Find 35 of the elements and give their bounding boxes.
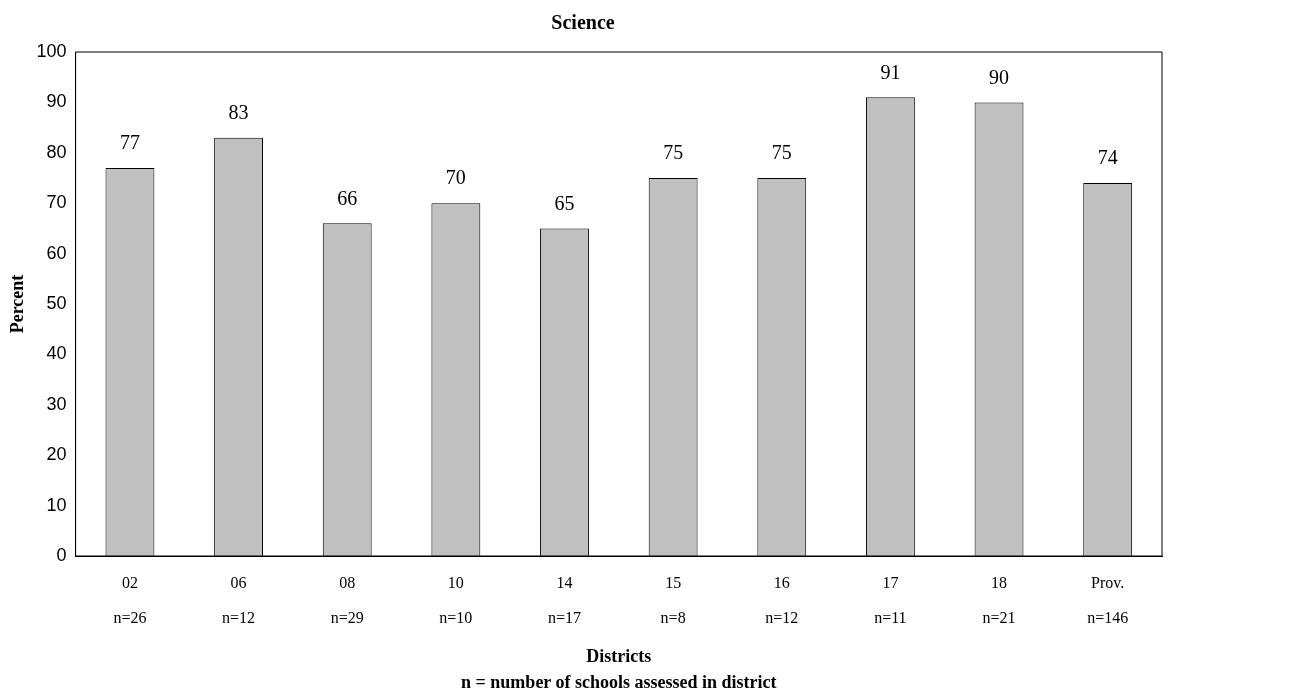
data-label: 83 — [228, 100, 249, 123]
x-tick-label: Prov. n=146 — [1087, 573, 1129, 626]
data-label: 91 — [880, 60, 901, 83]
y-tick-label: 50 — [46, 292, 67, 313]
data-label: 74 — [1097, 146, 1118, 169]
chart-title: Science — [551, 11, 615, 34]
x-tick-label: 15 n=8 — [660, 573, 686, 626]
data-label: 75 — [771, 141, 792, 164]
x-tick-label: 10 n=10 — [439, 573, 473, 626]
x-tick-label: 18 n=21 — [982, 573, 1016, 626]
data-label: 70 — [445, 166, 466, 189]
y-tick-label: 100 — [36, 40, 67, 61]
y-tick-label: 60 — [46, 242, 67, 263]
x-tick-label: 14 n=17 — [547, 573, 582, 626]
y-tick-label: 20 — [46, 444, 67, 465]
x-tick-label: 08 n=29 — [330, 573, 364, 626]
y-tick-label: 80 — [46, 141, 67, 162]
y-tick-label: 30 — [46, 393, 67, 414]
x-tick-label: 06 n=12 — [222, 573, 256, 626]
data-label: 77 — [119, 131, 140, 154]
x-axis-title: Districts — [586, 645, 652, 666]
y-tick-label: 40 — [46, 343, 67, 364]
data-label: 65 — [554, 191, 575, 214]
data-label: 66 — [337, 186, 358, 209]
y-tick-label: 70 — [46, 192, 67, 213]
y-tick-label: 90 — [46, 91, 67, 112]
y-tick-label: 0 — [56, 544, 67, 565]
text: n = number of schools assessed in district — [461, 671, 777, 692]
data-label: 90 — [989, 65, 1010, 88]
data-label: 75 — [663, 141, 684, 164]
y-axis-title: Percent — [7, 274, 28, 334]
y-tick-label: 10 — [46, 494, 67, 515]
x-tick-label: 17 n=11 — [874, 573, 907, 626]
x-tick-label: 02 n=26 — [113, 573, 147, 626]
x-tick-label: 16 n=12 — [765, 573, 799, 626]
